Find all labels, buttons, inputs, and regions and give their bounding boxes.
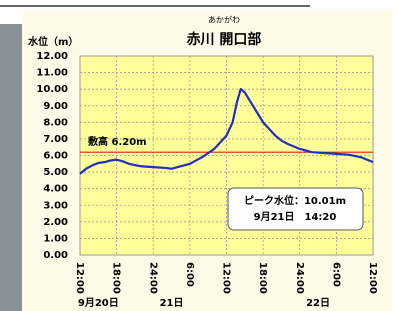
photo-strip <box>0 24 22 311</box>
x-tick-label: 24:00 <box>294 262 305 294</box>
y-tick-label: 4.00 <box>43 184 68 195</box>
x-tick-label: 12:00 <box>221 262 232 294</box>
x-tick-label: 24:00 <box>147 262 158 294</box>
y-tick-label: 1.00 <box>43 233 68 244</box>
x-tick-label: 6:00 <box>330 262 341 287</box>
x-tick-label: 18:00 <box>111 262 122 294</box>
peak-text: 9月21日 14:20 <box>254 211 337 223</box>
y-axis-label: 水位（m） <box>27 35 78 48</box>
y-tick-label: 7.00 <box>43 134 68 145</box>
date-label: 9月20日 <box>78 297 119 309</box>
title-ruby: あかがわ <box>208 15 240 25</box>
peak-text: ピーク水位：10.01m <box>244 194 346 207</box>
y-tick-label: 2.00 <box>43 217 68 228</box>
y-tick-label: 5.00 <box>43 167 68 178</box>
x-tick-label: 6:00 <box>184 262 195 287</box>
chart-title: 赤川 開口部 <box>187 31 262 48</box>
date-label: 22日 <box>306 297 330 309</box>
y-tick-label: 0.00 <box>43 250 68 261</box>
y-tick-label: 8.00 <box>43 117 68 128</box>
y-tick-label: 9.00 <box>43 101 68 112</box>
date-label: 21日 <box>160 297 184 309</box>
y-tick-label: 3.00 <box>43 200 68 211</box>
chart: あかがわ 赤川 開口部 水位（m） 0.00 1.00 2.00 3.00 4.00 5.… <box>0 0 396 311</box>
x-tick-label: 12:00 <box>367 262 378 294</box>
y-tick-label: 6.00 <box>43 151 68 162</box>
x-tick-label: 18:00 <box>257 262 268 294</box>
x-tick-label: 12:00 <box>74 262 85 294</box>
y-tick-label: 10.00 <box>36 84 68 95</box>
threshold-label: 敷高 6.20m <box>88 135 147 148</box>
peak-box <box>228 188 363 230</box>
y-tick-label: 12.00 <box>36 51 68 62</box>
y-tick-label: 11.00 <box>36 68 68 79</box>
